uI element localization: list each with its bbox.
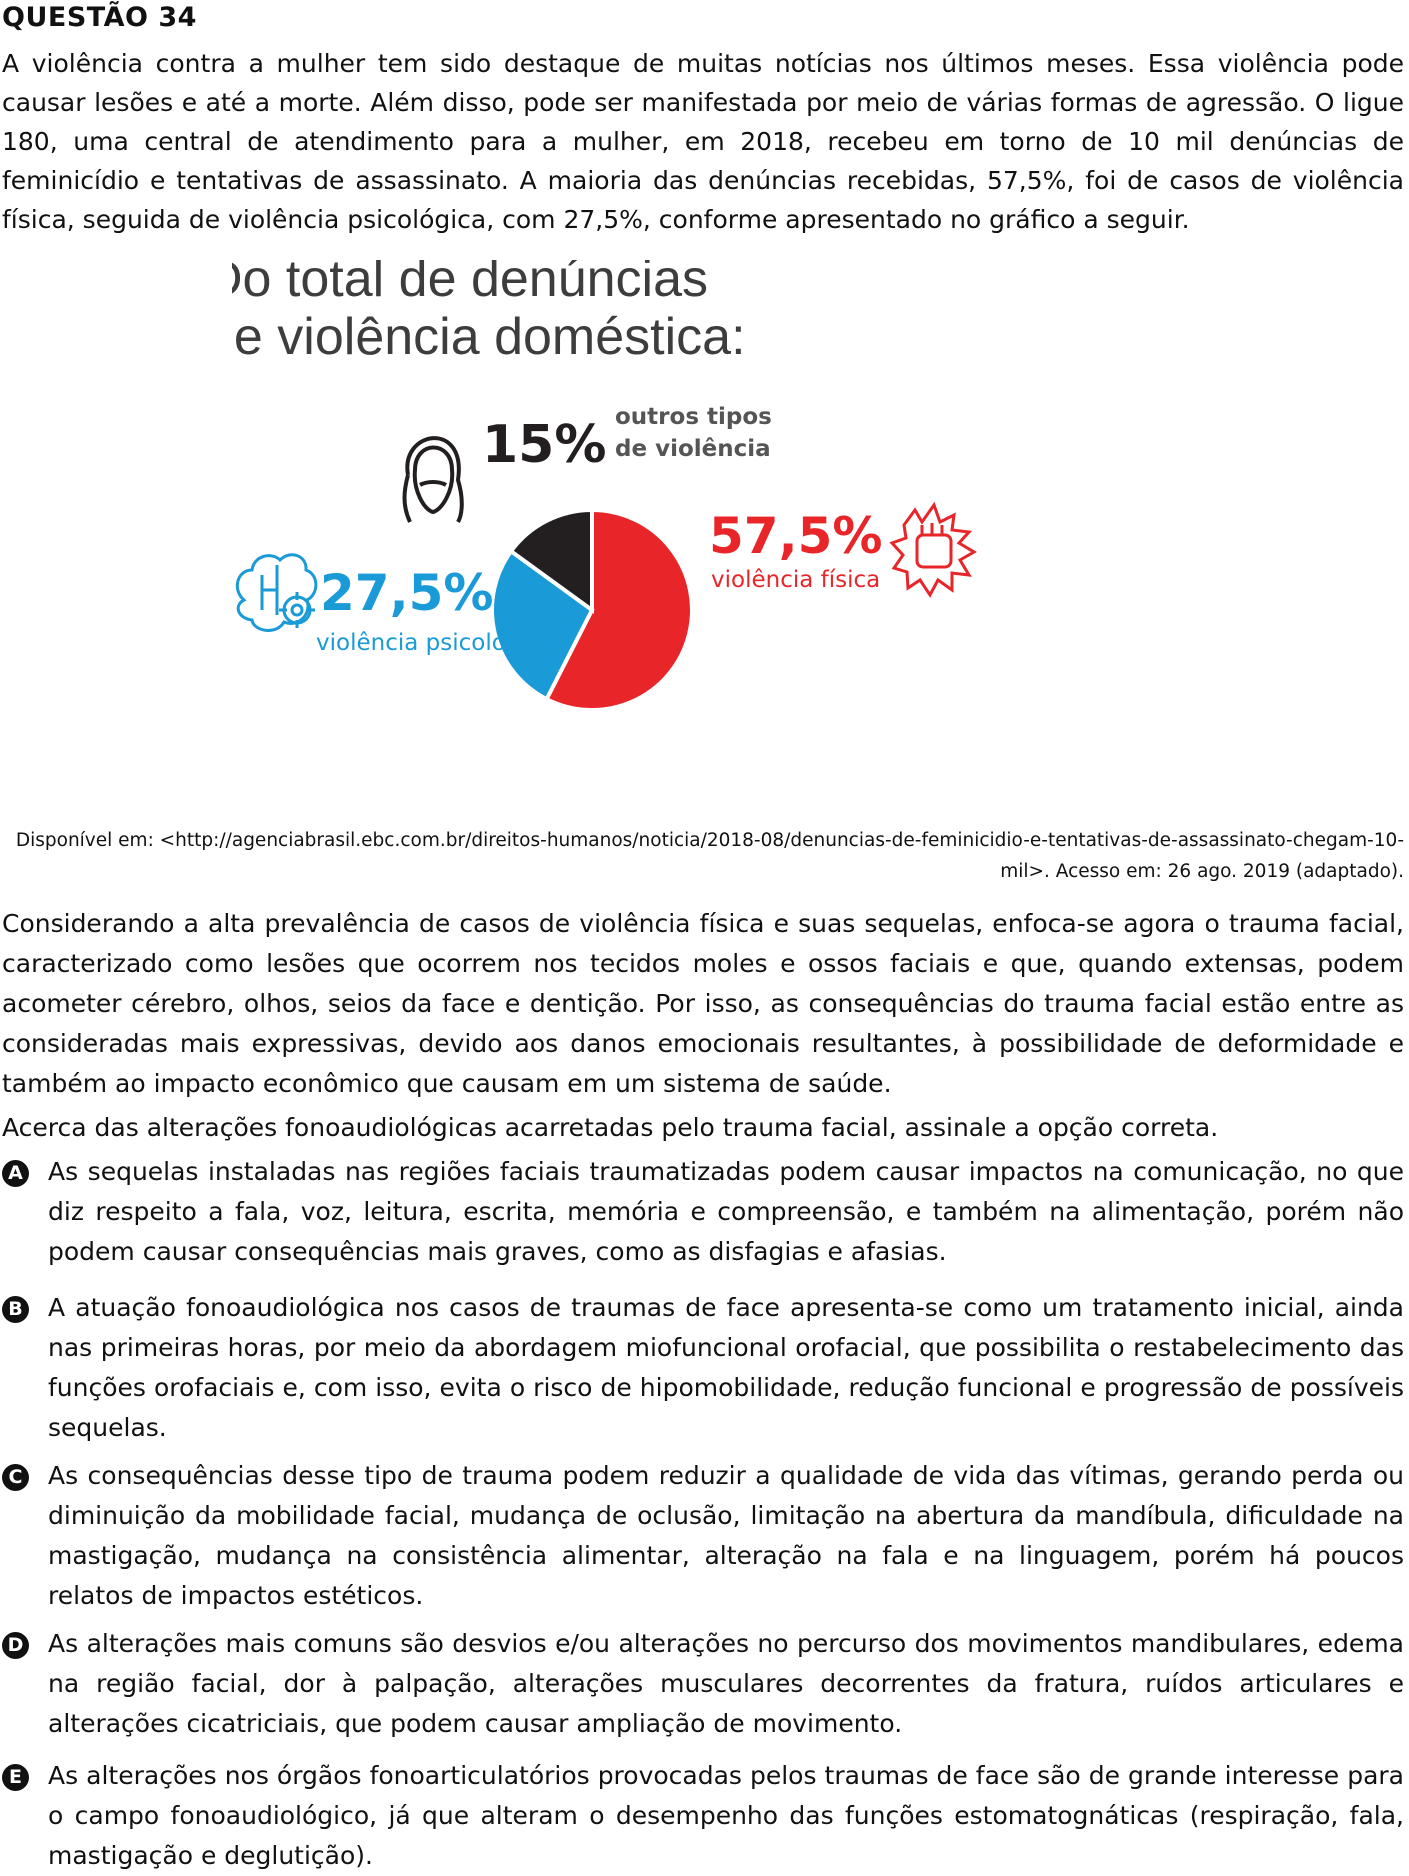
pie-chart: Do total de denúncias de violência domés…: [205, 250, 977, 712]
pie-slices: [490, 507, 694, 712]
others-label-line-2: de violência: [615, 436, 771, 462]
source-citation: Disponível em: <http://agenciabrasil.ebc…: [15, 830, 1404, 882]
chart-figure: Do total de denúncias de violência domés…: [205, 250, 1202, 800]
physical-label: violência física: [711, 567, 880, 593]
question-prompt: Acerca das alterações fonoaudiológicas a…: [2, 1113, 1219, 1142]
option-e[interactable]: E As alterações nos órgãos fonoarticulat…: [2, 1756, 1404, 1876]
chart-title-line-1: Do total de denúncias: [232, 260, 708, 308]
physical-value: 57,5%: [709, 507, 882, 565]
psychological-value: 27,5%: [320, 564, 493, 622]
slice-others: [508, 507, 594, 614]
brain-target-icon: [235, 553, 318, 632]
intro-paragraph: A violência contra a mulher tem sido des…: [2, 49, 1404, 234]
option-c[interactable]: C As consequências desse tipo de trauma …: [2, 1456, 1404, 1616]
option-b-text: A atuação fonoaudiológica nos casos de t…: [48, 1293, 1404, 1442]
option-b[interactable]: B A atuação fonoaudiológica nos casos de…: [2, 1288, 1404, 1448]
option-d-text: As alterações mais comuns são desvios e/…: [48, 1629, 1404, 1738]
option-a[interactable]: A As sequelas instaladas nas regiões fac…: [2, 1152, 1404, 1272]
option-a-badge: A: [2, 1160, 29, 1187]
option-b-badge: B: [2, 1296, 29, 1323]
option-a-text: As sequelas instaladas nas regiões facia…: [48, 1157, 1404, 1266]
option-c-text: As consequências desse tipo de trauma po…: [48, 1461, 1404, 1610]
fist-burst-icon: [889, 501, 977, 598]
psychological-label: violência psicológica: [316, 630, 554, 656]
option-d[interactable]: D As alterações mais comuns são desvios …: [2, 1624, 1404, 1744]
woman-head-icon: [402, 436, 464, 523]
others-value: 15%: [482, 415, 606, 475]
context-paragraph: Considerando a alta prevalência de casos…: [2, 909, 1404, 1098]
option-d-badge: D: [2, 1632, 29, 1659]
others-label-line-1: outros tipos: [615, 404, 772, 430]
option-e-text: As alterações nos órgãos fonoarticulatór…: [48, 1761, 1404, 1870]
option-e-badge: E: [2, 1764, 29, 1791]
slice-physical: [543, 507, 694, 712]
option-c-badge: C: [2, 1464, 29, 1491]
question-title: QUESTÃO 34: [2, 2, 197, 33]
chart-title-line-2: de violência doméstica:: [232, 308, 746, 366]
slice-psychological: [490, 548, 595, 702]
